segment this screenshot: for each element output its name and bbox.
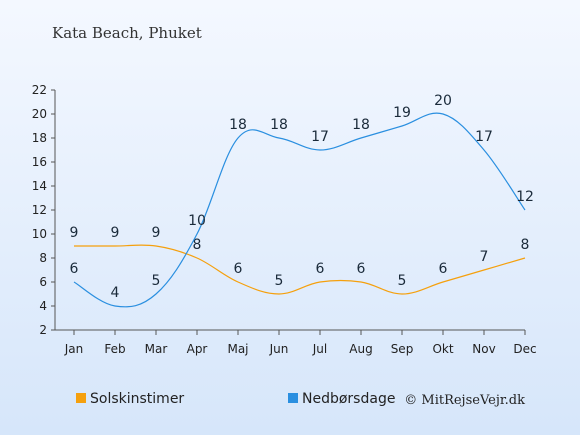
series-group: 9 9 9 8 6 5 6 6 5 6 7 8 6 4 5 10 18 18 17 18 19 20 17 12 [70,93,534,308]
x-tick-label: Feb [104,342,125,356]
y-tick-label: 12 [32,203,47,217]
data-label: 17 [475,129,493,145]
data-label: 6 [234,261,243,277]
x-tick-label: Okt [432,342,453,356]
credit-text: © MitRejseVejr.dk [404,393,525,408]
x-tick-label: Dec [513,342,536,356]
y-tick-label: 2 [39,323,47,337]
y-tick-label: 16 [32,155,47,169]
data-label: 10 [188,213,206,229]
x-tick-label: Jan [64,342,84,356]
y-tick-label: 4 [39,299,47,313]
y-tick-label: 10 [32,227,47,241]
y-tick-label: 20 [32,107,47,121]
x-tick-label: Maj [227,342,248,356]
x-tick-label: Sep [391,342,414,356]
y-tick-label: 22 [32,83,47,97]
legend-swatch [288,393,298,403]
data-label: 18 [229,117,247,133]
series-line-1 [73,244,526,295]
x-tick-label: Mar [145,342,168,356]
legend: Solskinstimer Nedbørsdage [76,391,395,407]
data-label: 9 [111,225,120,241]
data-label: 7 [480,249,489,265]
data-label: 12 [516,189,534,205]
data-label: 19 [393,105,411,121]
data-label: 4 [111,285,120,301]
data-label: 18 [270,117,288,133]
data-label: 6 [357,261,366,277]
y-tick-label: 8 [39,251,47,265]
chart-title: Kata Beach, Phuket [52,24,202,42]
x-tick-label: Apr [187,342,208,356]
y-tick-label: 6 [39,275,47,289]
x-tick-label: Jun [269,342,289,356]
x-tick-label: Aug [349,342,372,356]
data-label: 8 [193,237,202,253]
x-tick-label: Nov [472,342,495,356]
data-label: 9 [152,225,161,241]
y-tick-label: 14 [32,179,47,193]
data-label: 9 [70,225,79,241]
data-label: 20 [434,93,452,109]
x-tick-label: Jul [312,342,327,356]
y-tick-label: 18 [32,131,47,145]
legend-label: Solskinstimer [90,391,184,407]
data-label: 8 [521,237,530,253]
axes-group: 2 4 6 8 10 12 14 16 18 20 22 Jan Feb Mar Apr Maj Jun Jul A… [32,83,537,356]
data-label: 5 [275,273,284,289]
legend-swatch [76,393,86,403]
data-label: 5 [152,273,161,289]
data-label: 6 [316,261,325,277]
data-label: 17 [311,129,329,145]
data-label: 6 [70,261,79,277]
data-label: 6 [439,261,448,277]
legend-label: Nedbørsdage [302,391,395,407]
data-label: 5 [398,273,407,289]
data-label: 18 [352,117,370,133]
series-line-2 [73,112,526,308]
